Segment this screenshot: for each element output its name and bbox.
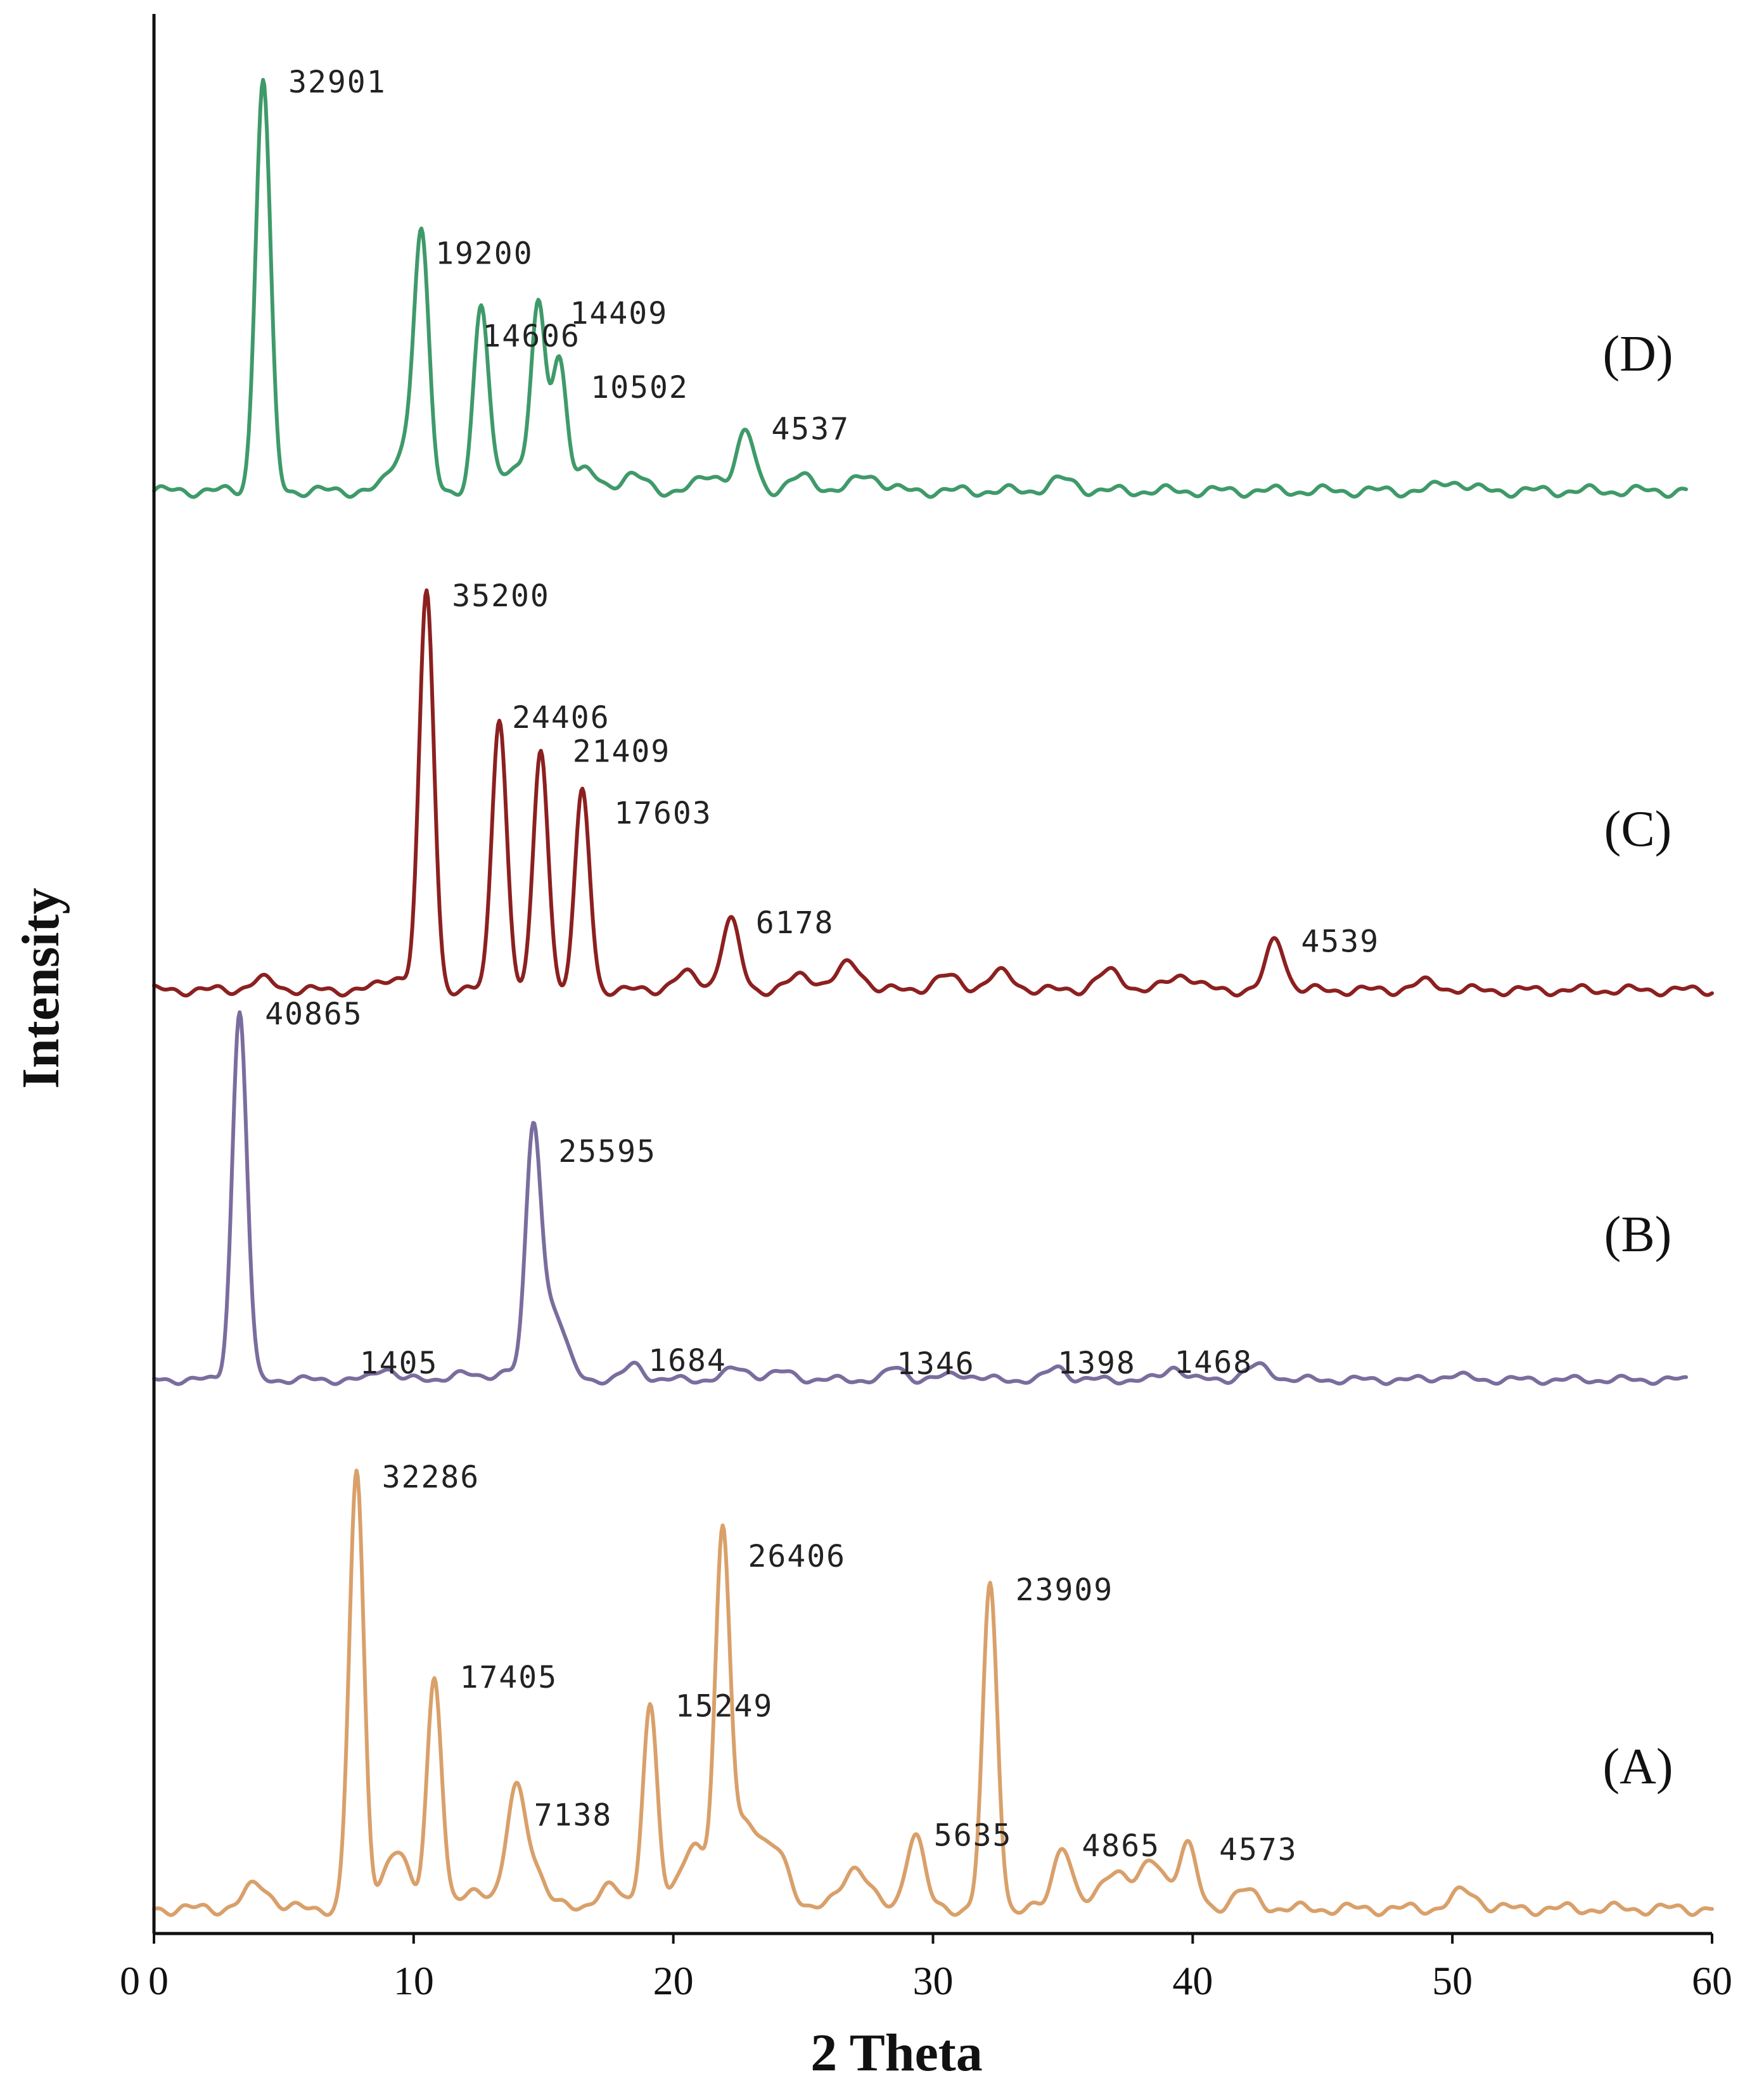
y-axis-title: Intensity: [11, 888, 70, 1088]
peak-label: 40865: [265, 997, 363, 1032]
peak-label: 4539: [1301, 924, 1380, 959]
x-tick-label: 40: [1172, 1958, 1213, 2003]
x-tick-label: 30: [913, 1958, 954, 2003]
series-tag: (A): [1602, 1739, 1673, 1795]
peak-label: 6178: [756, 905, 834, 941]
peak-label: 1684: [648, 1343, 727, 1379]
peak-label: 35200: [452, 578, 550, 614]
peak-label: 23909: [1016, 1572, 1114, 1608]
x-tick-label: 10: [393, 1958, 434, 2003]
peak-label: 7138: [534, 1798, 613, 1833]
origin-label-b: 0: [148, 1958, 169, 2003]
peak-labels-layer: 3290119200146061440910502453735200244062…: [265, 65, 1380, 1868]
peak-label: 19200: [435, 236, 534, 271]
x-axis-title: 2 Theta: [810, 2023, 982, 2082]
origin-label-a: 0: [120, 1958, 140, 2003]
peak-label: 1405: [360, 1346, 438, 1381]
peak-label: 1468: [1175, 1345, 1253, 1380]
peak-label: 4573: [1219, 1832, 1298, 1868]
series-line-c: [152, 588, 1714, 998]
peak-label: 4865: [1082, 1828, 1160, 1864]
peak-label: 4537: [771, 412, 850, 447]
peak-label: 17603: [614, 796, 712, 831]
series-tag: (C): [1604, 801, 1672, 857]
peak-label: 32286: [382, 1460, 480, 1495]
series-tags-layer: (D) (C) (B) (A): [1602, 326, 1673, 1795]
series-tag: (D): [1602, 326, 1673, 382]
peak-label: 24406: [512, 700, 610, 736]
x-tick-label: 20: [653, 1958, 694, 2003]
peak-label: 15249: [675, 1689, 774, 1724]
x-tick-label: 50: [1432, 1958, 1473, 2003]
series-line-a: [152, 1469, 1714, 1918]
peak-label: 10502: [591, 370, 689, 405]
peak-label: 5635: [934, 1818, 1013, 1854]
series-line-b: [152, 1010, 1688, 1386]
peak-label: 1346: [897, 1346, 975, 1382]
peak-label: 25595: [558, 1134, 656, 1169]
peak-label: 14409: [570, 296, 668, 331]
x-ticks-layer: 10 20 30 40 50 60: [153, 1934, 1732, 2003]
peak-label: 32901: [288, 65, 386, 100]
series-tag: (B): [1604, 1207, 1672, 1263]
series-line-d: [152, 78, 1688, 499]
x-tick-label: 60: [1692, 1958, 1732, 2003]
peak-label: 17405: [460, 1660, 558, 1695]
peak-label: 14606: [482, 319, 580, 354]
peak-label: 26406: [748, 1539, 847, 1574]
peak-label: 1398: [1058, 1346, 1136, 1381]
traces-layer: [152, 78, 1714, 1918]
peak-label: 21409: [573, 734, 670, 769]
